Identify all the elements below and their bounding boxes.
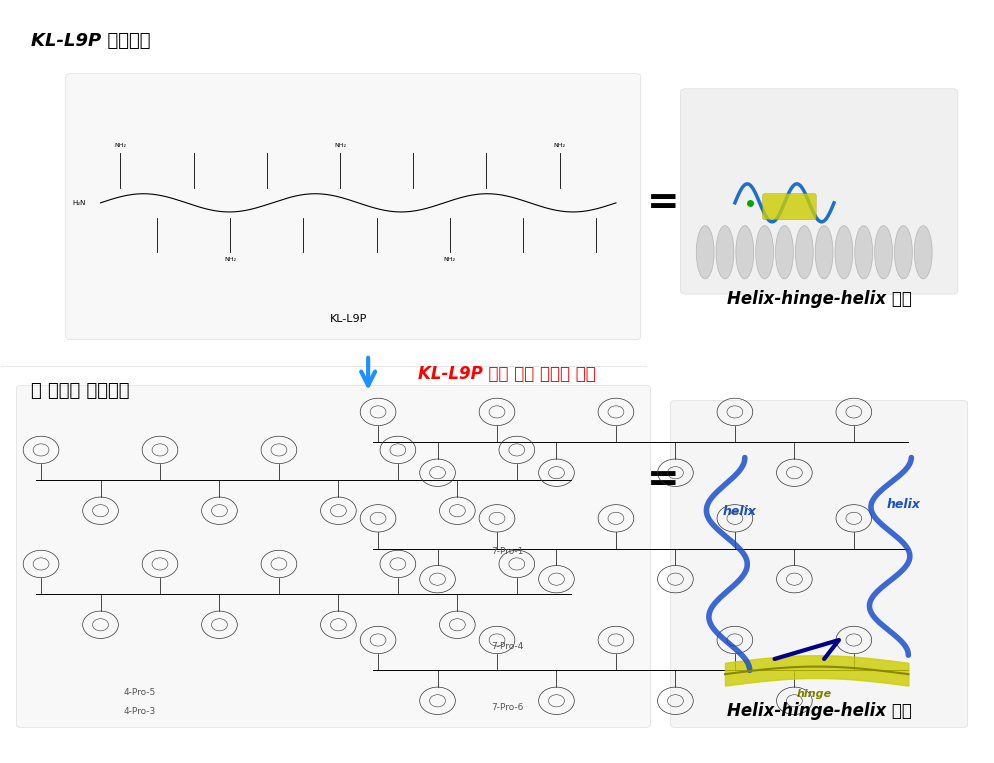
Text: Helix-hinge-helix 구조: Helix-hinge-helix 구조: [727, 702, 911, 720]
FancyBboxPatch shape: [762, 194, 816, 220]
Ellipse shape: [875, 226, 893, 278]
Ellipse shape: [914, 226, 932, 278]
Text: 본 연구의 펩토이드: 본 연구의 펩토이드: [31, 382, 129, 400]
Text: =: =: [647, 462, 680, 499]
Text: NH₂: NH₂: [334, 143, 346, 148]
Text: KL-L9P 펩타이드: KL-L9P 펩타이드: [31, 32, 151, 50]
FancyBboxPatch shape: [680, 89, 958, 294]
Ellipse shape: [795, 226, 813, 278]
FancyBboxPatch shape: [66, 73, 641, 340]
Text: KL-L9P 서열 기반 유도체 합성: KL-L9P 서열 기반 유도체 합성: [417, 365, 595, 383]
Text: 4-Pro-5: 4-Pro-5: [124, 688, 156, 697]
Text: 7-Pro-1: 7-Pro-1: [491, 547, 523, 556]
Text: 7-Pro-6: 7-Pro-6: [491, 703, 523, 712]
Ellipse shape: [775, 226, 793, 278]
Ellipse shape: [835, 226, 853, 278]
Ellipse shape: [716, 226, 734, 278]
Text: hinge: hinge: [796, 690, 832, 700]
Text: helix: helix: [887, 497, 920, 510]
Text: NH₂: NH₂: [114, 143, 126, 148]
Text: Helix-hinge-helix 구조: Helix-hinge-helix 구조: [727, 290, 911, 308]
Text: H₂N: H₂N: [73, 200, 85, 206]
Text: KL-L9P: KL-L9P: [330, 314, 367, 324]
Text: 4-Pro-3: 4-Pro-3: [124, 707, 156, 716]
FancyBboxPatch shape: [16, 385, 651, 727]
Ellipse shape: [755, 226, 773, 278]
Ellipse shape: [696, 226, 714, 278]
Text: 7-Pro-4: 7-Pro-4: [491, 642, 523, 652]
Ellipse shape: [736, 226, 753, 278]
Ellipse shape: [895, 226, 912, 278]
Text: helix: helix: [723, 505, 756, 518]
Text: NH₂: NH₂: [443, 257, 455, 262]
Text: NH₂: NH₂: [554, 143, 566, 148]
Text: =: =: [647, 184, 680, 222]
Ellipse shape: [855, 226, 873, 278]
FancyBboxPatch shape: [671, 401, 968, 727]
Ellipse shape: [815, 226, 833, 278]
Text: NH₂: NH₂: [224, 257, 237, 262]
